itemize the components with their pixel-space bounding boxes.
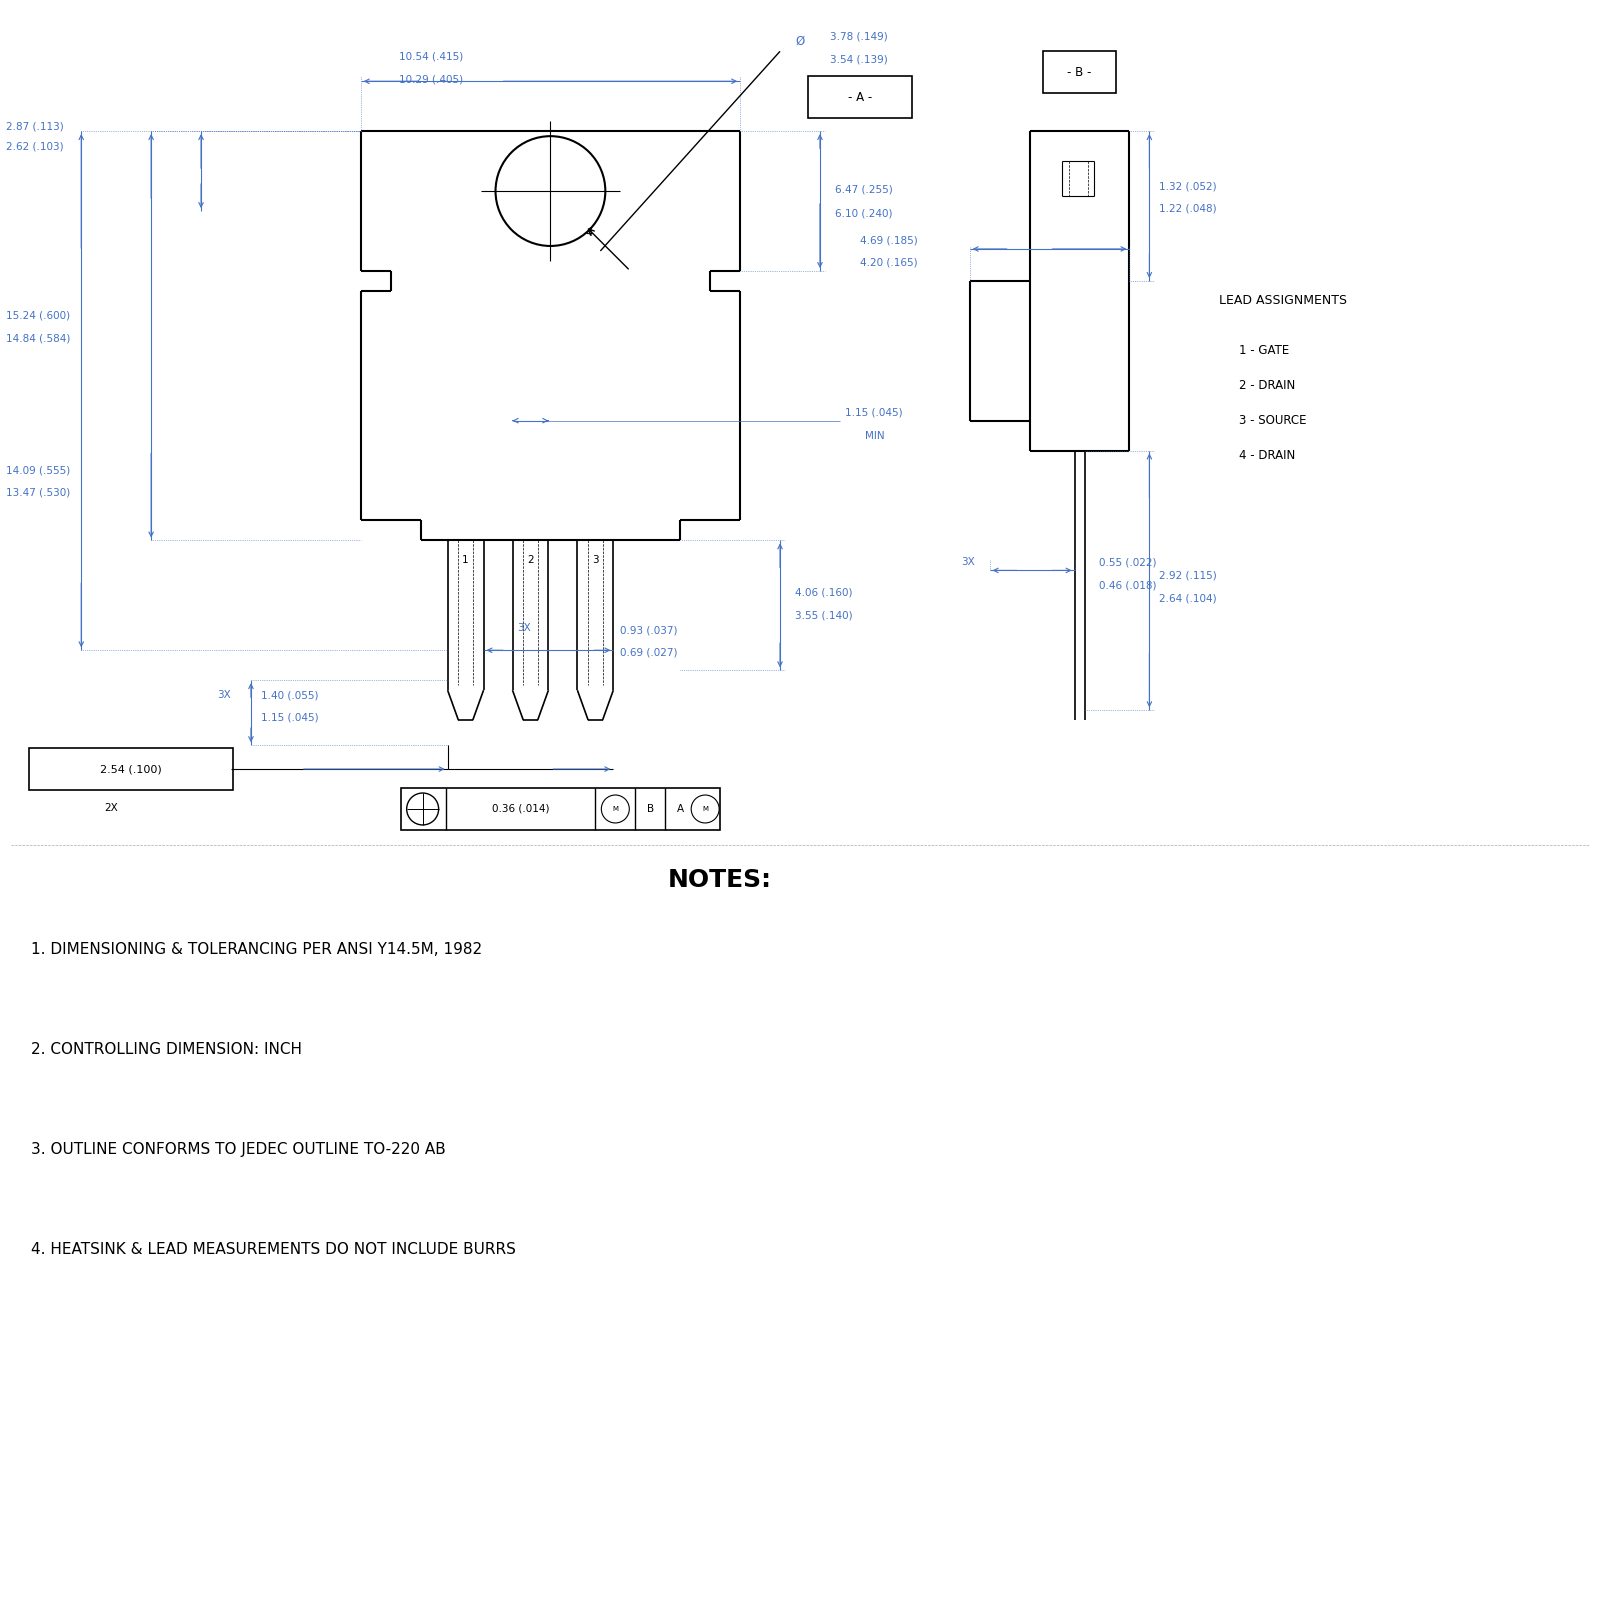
Text: 1.15 (.045): 1.15 (.045)	[845, 408, 902, 418]
Text: 1.32 (.052): 1.32 (.052)	[1160, 181, 1218, 190]
Text: 4: 4	[586, 226, 594, 238]
Text: 10.54 (.415): 10.54 (.415)	[398, 51, 462, 61]
Text: 1.40 (.055): 1.40 (.055)	[261, 690, 318, 701]
Text: 3X: 3X	[218, 690, 230, 701]
Text: 1: 1	[462, 555, 469, 565]
Text: 10.29 (.405): 10.29 (.405)	[398, 74, 462, 85]
Text: 1 - GATE: 1 - GATE	[1240, 344, 1290, 357]
Text: 2 - DRAIN: 2 - DRAIN	[1240, 379, 1296, 392]
Text: 6.47 (.255): 6.47 (.255)	[835, 184, 893, 194]
Text: 2.64 (.104): 2.64 (.104)	[1160, 594, 1218, 603]
Bar	[400, 789, 720, 830]
Text: 13.47 (.530): 13.47 (.530)	[6, 488, 70, 498]
Text: 3 - SOURCE: 3 - SOURCE	[1240, 414, 1307, 427]
Text: - A -: - A -	[848, 91, 872, 104]
Text: 2.92 (.115): 2.92 (.115)	[1160, 570, 1218, 581]
Text: 0.36 (.014): 0.36 (.014)	[491, 803, 549, 814]
Text: Ø: Ø	[795, 35, 805, 48]
Text: M: M	[613, 806, 618, 811]
Text: 2. CONTROLLING DIMENSION: INCH: 2. CONTROLLING DIMENSION: INCH	[32, 1042, 302, 1058]
Text: 2: 2	[526, 555, 534, 565]
Text: - B -: - B -	[1067, 66, 1091, 78]
Text: 4 - DRAIN: 4 - DRAIN	[1240, 450, 1296, 462]
Text: 0.69 (.027): 0.69 (.027)	[621, 648, 678, 658]
Text: 4. HEATSINK & LEAD MEASUREMENTS DO NOT INCLUDE BURRS: 4. HEATSINK & LEAD MEASUREMENTS DO NOT I…	[32, 1242, 517, 1256]
FancyBboxPatch shape	[1043, 51, 1117, 93]
Text: 14.84 (.584): 14.84 (.584)	[6, 334, 70, 344]
Text: 3.55 (.140): 3.55 (.140)	[795, 610, 853, 621]
Text: 3.54 (.139): 3.54 (.139)	[830, 54, 888, 64]
Text: 2.54 (.100): 2.54 (.100)	[101, 765, 162, 774]
Text: B: B	[646, 803, 654, 814]
Text: 4.20 (.165): 4.20 (.165)	[859, 258, 917, 267]
Text: 6.10 (.240): 6.10 (.240)	[835, 208, 893, 218]
Text: 2X: 2X	[104, 803, 118, 813]
Text: 3.78 (.149): 3.78 (.149)	[830, 32, 888, 42]
Text: 1.22 (.048): 1.22 (.048)	[1160, 203, 1218, 213]
Text: 1. DIMENSIONING & TOLERANCING PER ANSI Y14.5M, 1982: 1. DIMENSIONING & TOLERANCING PER ANSI Y…	[32, 942, 483, 957]
Text: LEAD ASSIGNMENTS: LEAD ASSIGNMENTS	[1219, 294, 1347, 307]
Text: 3: 3	[592, 555, 598, 565]
Text: 4.69 (.185): 4.69 (.185)	[859, 235, 918, 246]
Text: 3X: 3X	[962, 557, 974, 568]
Text: A: A	[677, 803, 683, 814]
Text: 0.93 (.037): 0.93 (.037)	[621, 626, 678, 635]
Text: 0.55 (.022): 0.55 (.022)	[1099, 557, 1157, 568]
Text: 3X: 3X	[517, 624, 531, 634]
Text: 15.24 (.600): 15.24 (.600)	[6, 310, 70, 322]
Text: 4.06 (.160): 4.06 (.160)	[795, 587, 853, 597]
Text: 3. OUTLINE CONFORMS TO JEDEC OUTLINE TO-220 AB: 3. OUTLINE CONFORMS TO JEDEC OUTLINE TO-…	[32, 1142, 446, 1157]
Text: NOTES:: NOTES:	[669, 867, 773, 891]
Text: 1.15 (.045): 1.15 (.045)	[261, 712, 318, 722]
Text: 14.09 (.555): 14.09 (.555)	[6, 466, 70, 475]
Text: 2.87 (.113): 2.87 (.113)	[6, 122, 64, 131]
Text: MIN: MIN	[866, 430, 885, 440]
FancyBboxPatch shape	[29, 749, 234, 790]
Text: 0.46 (.018): 0.46 (.018)	[1099, 581, 1157, 590]
Text: 2.62 (.103): 2.62 (.103)	[6, 141, 64, 150]
FancyBboxPatch shape	[808, 77, 912, 118]
Text: M: M	[702, 806, 709, 811]
